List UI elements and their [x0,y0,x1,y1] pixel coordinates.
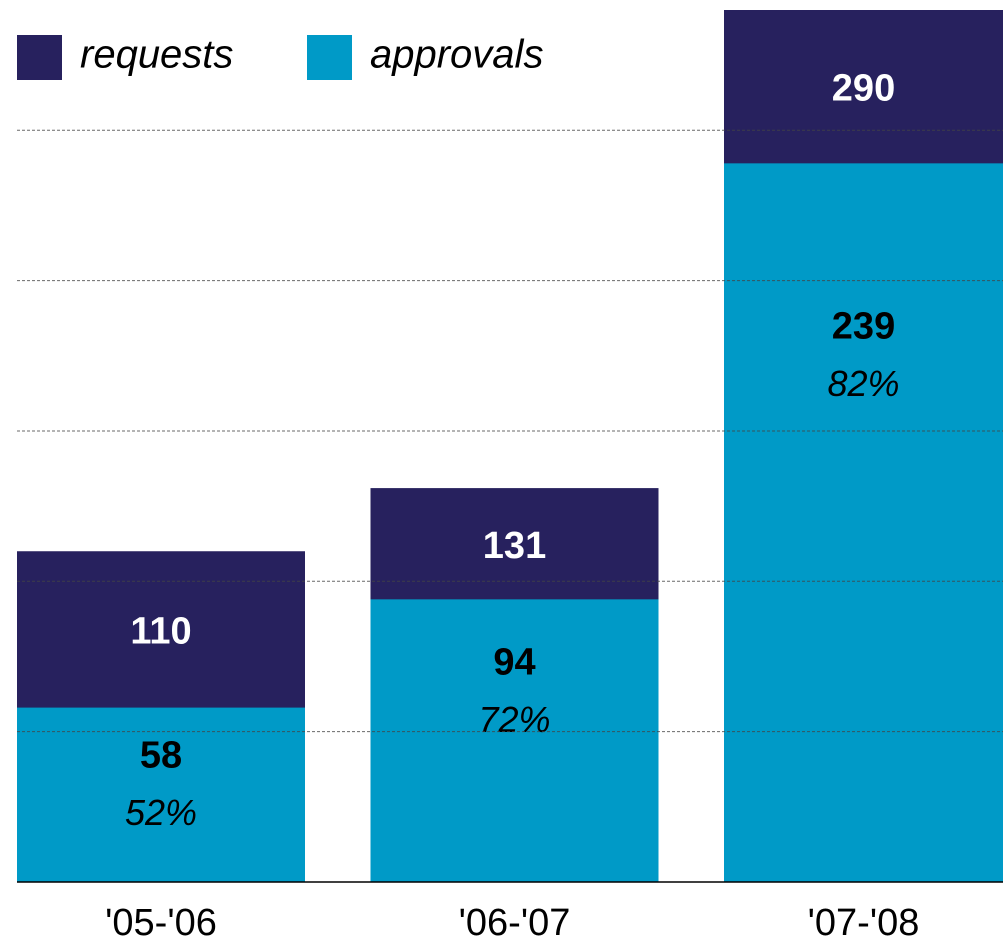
value-label: 290 [832,68,895,110]
value-label: 131 [483,525,546,567]
share-label: 72% [478,699,550,740]
legend-swatch [307,35,352,80]
legend-swatch [17,35,62,80]
bar [724,163,1003,882]
value-label: 58 [140,735,182,777]
share-label: 52% [125,792,197,833]
bar [17,707,305,882]
bar [370,599,659,882]
value-label: 239 [832,306,895,348]
legend-label: approvals [370,33,543,77]
legend-label: requests [80,33,233,77]
share-label: 82% [827,363,899,404]
x-tick-label: '07-'08 [808,902,920,944]
value-label: 94 [493,641,535,683]
x-tick-label: '06-'07 [459,902,571,944]
value-label: 110 [130,610,191,652]
x-tick-label: '05-'06 [105,902,217,944]
